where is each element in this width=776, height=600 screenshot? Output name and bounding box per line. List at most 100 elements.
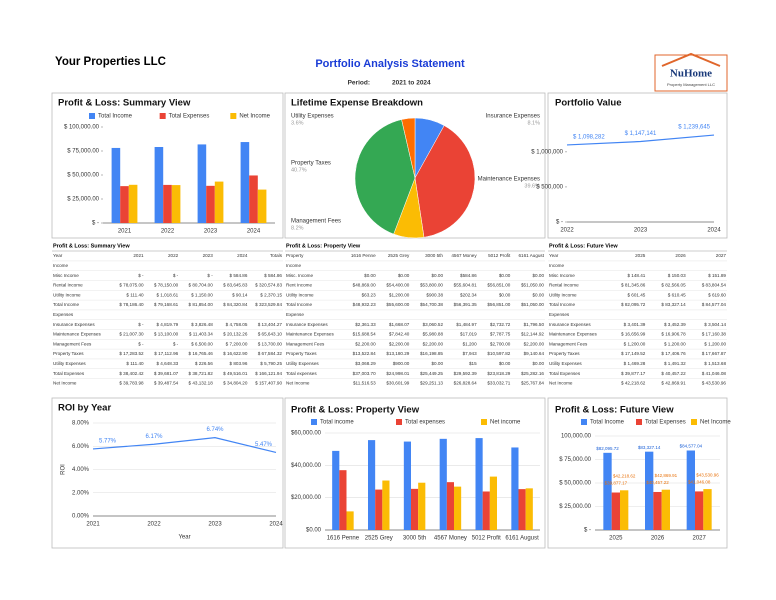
x-tick-label: 2021 [118, 229, 132, 235]
data-label: 5.77% [99, 439, 117, 445]
table-cell: $ 34,804.20 [223, 381, 248, 386]
x-tick-label: 2025 [609, 536, 623, 542]
data-label: $ 1,147,141 [625, 131, 657, 137]
y-tick-label: $40,000.00 [291, 463, 322, 469]
table-cell: Expenses [53, 312, 74, 317]
table-cell: $56,851.00 [487, 283, 510, 288]
table-cell: Property Taxes [286, 351, 317, 356]
table-cell: $ 16,622.90 [223, 351, 248, 356]
table-cell: $ 803.96 [230, 361, 248, 366]
bar [332, 450, 340, 530]
table-cell: $ 4,758.05 [226, 322, 248, 327]
bar [489, 476, 497, 530]
table-cell: $ 1,513.68 [704, 361, 726, 366]
table-cell: $ 21,007.30 [119, 332, 144, 337]
table-cell: $584.86 [460, 273, 477, 278]
table-cell: $ 78,075.00 [119, 283, 144, 288]
bar [346, 511, 354, 530]
table-cell: $ 584.86 [264, 273, 282, 278]
table-cell: Total Income [53, 302, 79, 307]
bar [171, 185, 181, 223]
table-header: 2525 Grey [388, 253, 410, 258]
table-cell: $30,601.99 [386, 381, 409, 386]
table-cell: $ 39,877.17 [621, 371, 646, 376]
table-cell: $ 13,100.00 [154, 332, 179, 337]
table-cell: $ 148.41 [627, 273, 645, 278]
table-cell: $0.00 [432, 361, 444, 366]
data-label: 5.47% [255, 442, 273, 448]
bar [525, 488, 533, 530]
table-cell: $ 83,645.83 [223, 283, 248, 288]
logo-text: NuHome [670, 68, 712, 80]
legend-label: Net Income [239, 114, 270, 120]
table-cell: Insurance Expenses [286, 322, 328, 327]
bar [339, 470, 347, 530]
x-tick-label: 5012 Profit [472, 536, 501, 542]
table-cell: $ 619.60 [708, 292, 726, 297]
bar [686, 450, 695, 530]
table-cell: $ 17,667.87 [702, 351, 727, 356]
bar [375, 489, 383, 530]
table-cell: Insurance Expenses [549, 322, 591, 327]
line [566, 134, 715, 146]
x-tick-label: 2024 [247, 229, 261, 235]
y-tick-label: 8.00% [72, 421, 90, 427]
table-cell: $ 43,530.96 [702, 381, 727, 386]
table-cell: $0.00 [533, 361, 545, 366]
table-cell: $ 79,168.61 [154, 302, 179, 307]
table-cell: Utility Expenses [53, 361, 86, 366]
table-cell: $25,449.25 [420, 371, 443, 376]
table-cell: $ 601.45 [627, 292, 645, 297]
table-cell: Rent Income [286, 283, 312, 288]
pie-slice [414, 125, 476, 238]
table-cell: $0.00 [364, 273, 376, 278]
table-cell: Utility Income [549, 292, 577, 297]
table-cell: $ 82,566.05 [661, 283, 686, 288]
table-cell: $0.00 [499, 361, 511, 366]
slice-percent: 40.7% [291, 167, 307, 173]
table-cell: $ 3,826.48 [191, 322, 213, 327]
x-tick-label: 2024 [707, 228, 721, 234]
table-cell: $11,516.53 [353, 381, 376, 386]
panels [51, 92, 728, 549]
bar [518, 489, 526, 530]
slice-label: Insurance Expenses [486, 114, 540, 120]
table-cell: $ 81,854.00 [189, 302, 214, 307]
table-cell: $ 41,046.08 [702, 371, 727, 376]
pie-slice [401, 117, 416, 179]
legend-swatch [89, 113, 95, 119]
panel-title: ROI by Year [58, 403, 111, 414]
table-cell: $ 1,491.32 [664, 361, 686, 366]
bar [154, 146, 164, 223]
legend-swatch [636, 419, 642, 425]
logo-subtext: Property Management LLC [667, 82, 715, 87]
table-cell: Maintenance Expenses [53, 332, 101, 337]
table-cell: $ 38,402.42 [119, 371, 144, 376]
table-cell: $900.00 [393, 361, 410, 366]
table-cell: Misc Income [549, 273, 575, 278]
bar [128, 184, 138, 223]
table-header: Totals [270, 253, 283, 258]
slice-label: Utility Expenses [291, 114, 334, 120]
x-tick-label: 2022 [560, 228, 574, 234]
table-cell: $1,200 [463, 341, 477, 346]
table-title: Profit & Loss: Future View [549, 243, 618, 249]
slice-percent: 8.2% [291, 225, 304, 231]
table-cell: $ 3,401.39 [624, 322, 646, 327]
table-cell: Utility Expenses [286, 361, 319, 366]
bar [249, 175, 258, 223]
table-cell: $ 82,095.72 [621, 302, 646, 307]
x-tick-label: 2024 [269, 522, 283, 528]
data-label: $41,046.08 [688, 480, 711, 485]
table-cell: Management Fees [286, 341, 325, 346]
logo: NuHome Property Management LLC [654, 52, 728, 92]
legend-label: Total Expenses [169, 114, 210, 120]
table-cell: $56,391.35 [454, 302, 477, 307]
legend-swatch [311, 419, 317, 425]
y-axis-title: ROI [61, 464, 67, 475]
table-cell: $63.23 [362, 292, 376, 297]
y-tick-label: $ 1,000,000 [531, 149, 563, 155]
x-tick-label: 2022 [161, 229, 175, 235]
table-cell: $29,251.13 [420, 381, 443, 386]
legend-label: Total expenses [405, 420, 445, 426]
